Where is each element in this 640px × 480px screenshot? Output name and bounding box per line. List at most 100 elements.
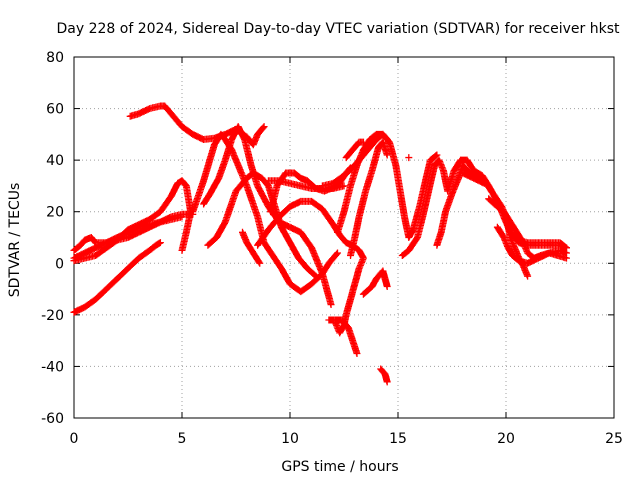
- data-point-run: [167, 110, 185, 129]
- data-point-run: [489, 190, 505, 209]
- y-tick-label: -40: [41, 359, 64, 375]
- data-point-run: [396, 187, 408, 219]
- data-point-run: [420, 181, 434, 216]
- data-point-run: [347, 280, 359, 302]
- data-point-run: [437, 209, 449, 236]
- data-point-run: [398, 247, 412, 259]
- data-point-run: [135, 216, 152, 229]
- data-point-run: [156, 194, 174, 216]
- y-tick-label: -60: [41, 411, 64, 427]
- series-track-n: [334, 130, 391, 236]
- data-point-run: [506, 218, 520, 235]
- data-point-run: [392, 161, 404, 194]
- data-point-run: [342, 149, 354, 162]
- data-point-run: [318, 205, 336, 227]
- series-track-f: [189, 130, 342, 296]
- data-point-run: [340, 162, 358, 180]
- data-point-run: [200, 191, 213, 208]
- data-point-run: [362, 168, 376, 195]
- data-point-run: [442, 191, 455, 216]
- data-point-run: [347, 144, 358, 156]
- data-point-run: [405, 227, 416, 241]
- data-point-run: [146, 209, 163, 223]
- series-track-y: [459, 169, 488, 187]
- data-point-run: [519, 262, 532, 280]
- data-point-run: [92, 286, 109, 303]
- data-point-run: [329, 173, 347, 187]
- data-point-run: [379, 138, 391, 159]
- y-tick-label: -20: [41, 308, 64, 324]
- data-point-run: [275, 204, 293, 221]
- data-point: [405, 154, 413, 162]
- data-point-run: [267, 183, 281, 216]
- data-point-run: [340, 183, 354, 216]
- series-track-r: [359, 267, 391, 298]
- x-axis-title: GPS time / hours: [281, 459, 398, 475]
- series-track-z: [405, 154, 413, 162]
- data-point-run: [368, 276, 380, 290]
- data-point-run: [470, 167, 485, 179]
- data-point-run: [422, 158, 434, 182]
- data-point-run: [303, 264, 320, 280]
- data-point-run: [355, 138, 367, 146]
- data-point-run: [524, 255, 541, 267]
- y-tick-label: 40: [46, 153, 64, 169]
- chart-title: Day 228 of 2024, Sidereal Day-to-day VTE…: [57, 21, 620, 37]
- data-point-run: [167, 181, 181, 200]
- data-point-run: [500, 208, 513, 225]
- data-point-run: [504, 244, 516, 258]
- data-point-run: [413, 209, 427, 241]
- data-point-run: [500, 234, 511, 250]
- series-track-o: [325, 316, 361, 358]
- data-point-run: [77, 237, 88, 249]
- data-point-run: [277, 223, 293, 245]
- data-point-run: [556, 239, 570, 252]
- data-point-run: [347, 163, 360, 190]
- data-point-run: [249, 249, 264, 267]
- series-track-p: [347, 138, 391, 259]
- x-tick-label: 25: [605, 431, 623, 447]
- data-point-run: [221, 137, 235, 164]
- data-point-run: [189, 178, 207, 216]
- data-point-run: [459, 169, 476, 181]
- series-track-w: [493, 223, 570, 267]
- series-track-d: [70, 239, 164, 316]
- data-point-run: [269, 252, 284, 271]
- series-track-q: [342, 138, 367, 162]
- data-point-run: [509, 252, 522, 264]
- data-point-run: [217, 130, 228, 142]
- y-axis-title: SDTVAR / TECUs: [7, 183, 23, 298]
- x-tick-label: 10: [281, 431, 299, 447]
- x-tick-label: 0: [70, 431, 79, 447]
- data-point-run: [435, 156, 447, 173]
- data-point-run: [377, 365, 388, 377]
- data-point-run: [359, 284, 375, 298]
- data-point-run: [264, 214, 282, 234]
- data-point-run: [178, 177, 189, 189]
- data-point-run: [349, 337, 361, 358]
- data-point-run: [338, 316, 351, 331]
- data-point-run: [124, 255, 142, 272]
- data-point-run: [258, 174, 271, 189]
- data-point-run: [493, 223, 507, 240]
- data-point-run: [87, 234, 99, 246]
- data-point-run: [161, 102, 174, 117]
- data-point-run: [102, 276, 120, 293]
- data-point-run: [286, 239, 302, 261]
- data-point-run: [444, 168, 458, 195]
- data-point-run: [303, 177, 319, 191]
- data-point-run: [470, 174, 488, 187]
- data-point-run: [493, 203, 507, 215]
- data-point-run: [70, 242, 83, 254]
- data-point-run: [113, 266, 131, 283]
- series-track-j: [254, 197, 367, 337]
- y-tick-label: 60: [46, 102, 64, 118]
- data-point-run: [81, 245, 98, 257]
- plot-frame: [73, 56, 615, 419]
- data-point-run: [379, 130, 391, 144]
- data-point-run: [485, 195, 500, 210]
- data-point-run: [213, 219, 228, 241]
- x-tick-label: 20: [497, 431, 515, 447]
- data-point-run: [113, 227, 131, 244]
- data-point-run: [243, 239, 256, 256]
